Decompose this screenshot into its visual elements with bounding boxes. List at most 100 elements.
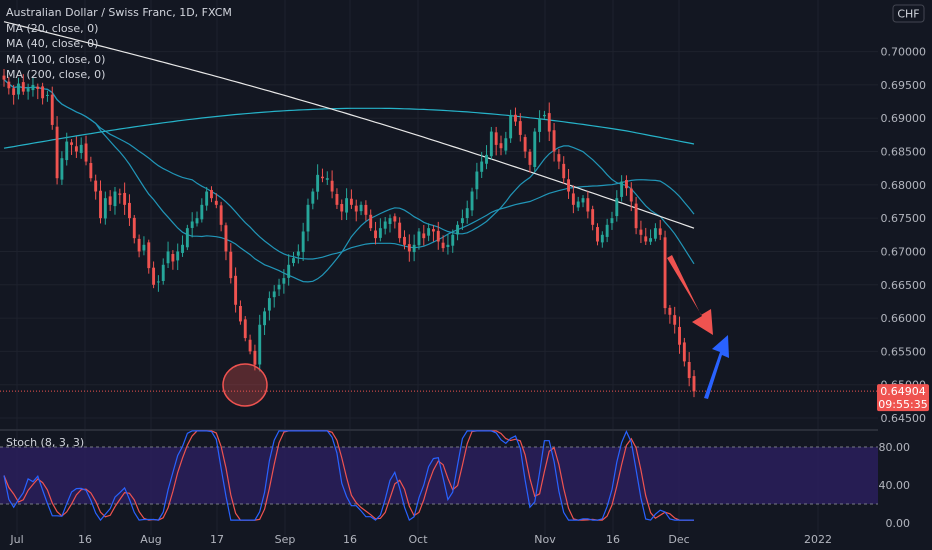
candle-body — [649, 238, 653, 242]
candle-body — [248, 339, 252, 352]
candle-body — [451, 234, 455, 246]
candle-body — [475, 171, 479, 190]
stoch-lines — [3, 430, 694, 522]
candle-body — [137, 238, 141, 252]
candle-body — [615, 198, 619, 217]
time-tick-label: 16 — [343, 533, 357, 546]
candle-body — [243, 319, 247, 339]
candle-body — [557, 154, 561, 162]
candle-body — [325, 178, 329, 180]
stoch-k-line — [3, 430, 694, 522]
candle-body — [470, 191, 474, 211]
candle-body — [678, 326, 681, 345]
candle-body — [538, 118, 542, 132]
candle-body — [480, 161, 484, 172]
time-tick-label: 17 — [210, 533, 224, 546]
candle-body — [267, 298, 271, 311]
candle-body — [625, 180, 628, 189]
candle-body — [321, 176, 324, 179]
candle-body — [412, 244, 416, 253]
down-arrow — [667, 255, 713, 335]
candle-body — [60, 158, 64, 180]
candle-body — [340, 204, 344, 212]
candles — [2, 69, 696, 398]
candle-body — [287, 264, 291, 278]
candle-body — [219, 205, 223, 225]
currency-button[interactable]: CHF — [892, 4, 925, 23]
stoch-band — [0, 447, 878, 504]
candle-body — [605, 224, 609, 237]
candle-body — [456, 224, 460, 235]
candle-body — [644, 236, 648, 242]
candle-body — [21, 82, 25, 92]
time-tick-label: Aug — [140, 533, 161, 546]
candle-body — [335, 193, 339, 205]
candle-body — [431, 229, 435, 232]
candle-body — [176, 251, 180, 261]
candle-body — [407, 244, 411, 252]
candle-body — [600, 234, 604, 243]
candle-body — [658, 228, 662, 235]
price-axis: 0.70000 0.69500 0.69000 0.68500 0.68000 0.675… — [879, 46, 927, 530]
candle-body — [74, 146, 78, 152]
candle-body — [238, 306, 242, 322]
candle-body — [547, 113, 551, 132]
time-tick-label: 16 — [606, 533, 620, 546]
currency-button-label[interactable]: CHF — [897, 8, 919, 21]
annotation-arrows — [667, 255, 729, 399]
price-tick-label: 0.69000 — [881, 112, 927, 125]
moving-averages — [3, 21, 695, 283]
price-tick-label: 0.68000 — [881, 179, 927, 192]
candle-body — [673, 315, 677, 325]
candle-body — [581, 198, 585, 203]
candle-body — [41, 86, 45, 99]
candle-body — [12, 88, 16, 95]
candle-body — [528, 151, 532, 165]
candle-body — [378, 228, 382, 238]
currency-button-box[interactable] — [892, 4, 925, 23]
candle-body — [282, 278, 286, 284]
candle-body — [224, 225, 228, 252]
candle-body — [123, 192, 127, 205]
ma200-line — [3, 21, 695, 229]
time-tick-label: Nov — [534, 533, 556, 546]
candle-body — [403, 236, 406, 245]
candle-body — [446, 244, 450, 248]
candle-body — [113, 191, 117, 207]
candle-body — [436, 230, 440, 242]
chart-title: Australian Dollar / Swiss Franc, 1D, FXC… — [6, 6, 232, 19]
ma20-label: MA (20, close, 0) — [6, 21, 99, 35]
candle-body — [591, 209, 595, 225]
ma100-label: MA (100, close, 0) — [6, 52, 106, 66]
candle-body — [692, 376, 696, 392]
candle-body — [2, 75, 6, 80]
candle-body — [653, 228, 657, 239]
candle-body — [258, 324, 262, 365]
last-price-value: 0.64904 — [880, 385, 926, 398]
candle-body — [31, 84, 35, 91]
candle-body — [190, 221, 194, 228]
price-tick-label: 0.65500 — [881, 345, 927, 358]
ma40-line — [3, 79, 695, 260]
candle-body — [171, 254, 175, 262]
candle-body — [393, 216, 397, 222]
swing-low-circle — [222, 363, 268, 407]
candle-body — [181, 244, 184, 253]
candle-body — [639, 229, 643, 235]
candle-body — [518, 121, 522, 135]
candle-body — [398, 222, 402, 239]
candle-body — [576, 201, 580, 208]
grid-lines — [0, 0, 878, 535]
candle-body — [296, 251, 300, 256]
candle-body — [668, 307, 672, 315]
candle-body — [634, 203, 638, 229]
candle-body — [103, 198, 107, 219]
candle-body — [17, 83, 20, 95]
candle-body — [292, 258, 295, 264]
candle-body — [610, 218, 614, 224]
candle-body — [195, 218, 199, 224]
candle-body — [36, 86, 40, 89]
candle-body — [94, 180, 98, 192]
candle-body — [374, 230, 377, 239]
